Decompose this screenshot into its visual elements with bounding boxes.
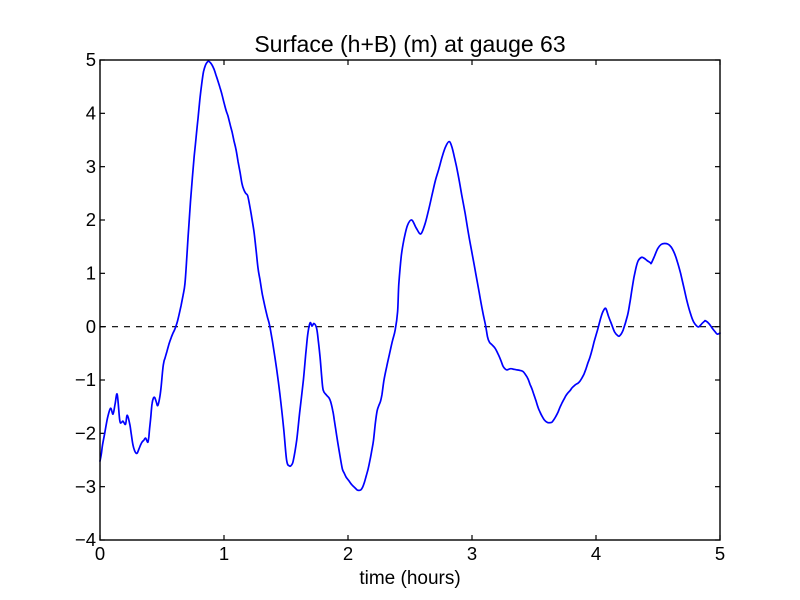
svg-text:0: 0 bbox=[95, 543, 105, 564]
svg-text:−1: −1 bbox=[75, 369, 96, 390]
svg-text:5: 5 bbox=[86, 49, 96, 70]
svg-text:3: 3 bbox=[467, 543, 477, 564]
svg-text:4: 4 bbox=[591, 543, 601, 564]
svg-text:5: 5 bbox=[715, 543, 725, 564]
svg-text:−4: −4 bbox=[75, 529, 96, 550]
svg-text:1: 1 bbox=[86, 262, 96, 283]
svg-text:4: 4 bbox=[86, 102, 96, 123]
svg-text:0: 0 bbox=[86, 316, 96, 337]
svg-text:−2: −2 bbox=[75, 422, 96, 443]
svg-text:2: 2 bbox=[86, 209, 96, 230]
svg-text:Surface (h+B) (m) at gauge 63: Surface (h+B) (m) at gauge 63 bbox=[254, 31, 565, 57]
svg-text:time (hours): time (hours) bbox=[359, 568, 460, 589]
svg-text:2: 2 bbox=[343, 543, 353, 564]
svg-text:−3: −3 bbox=[75, 476, 96, 497]
svg-text:3: 3 bbox=[86, 156, 96, 177]
svg-text:1: 1 bbox=[219, 543, 229, 564]
